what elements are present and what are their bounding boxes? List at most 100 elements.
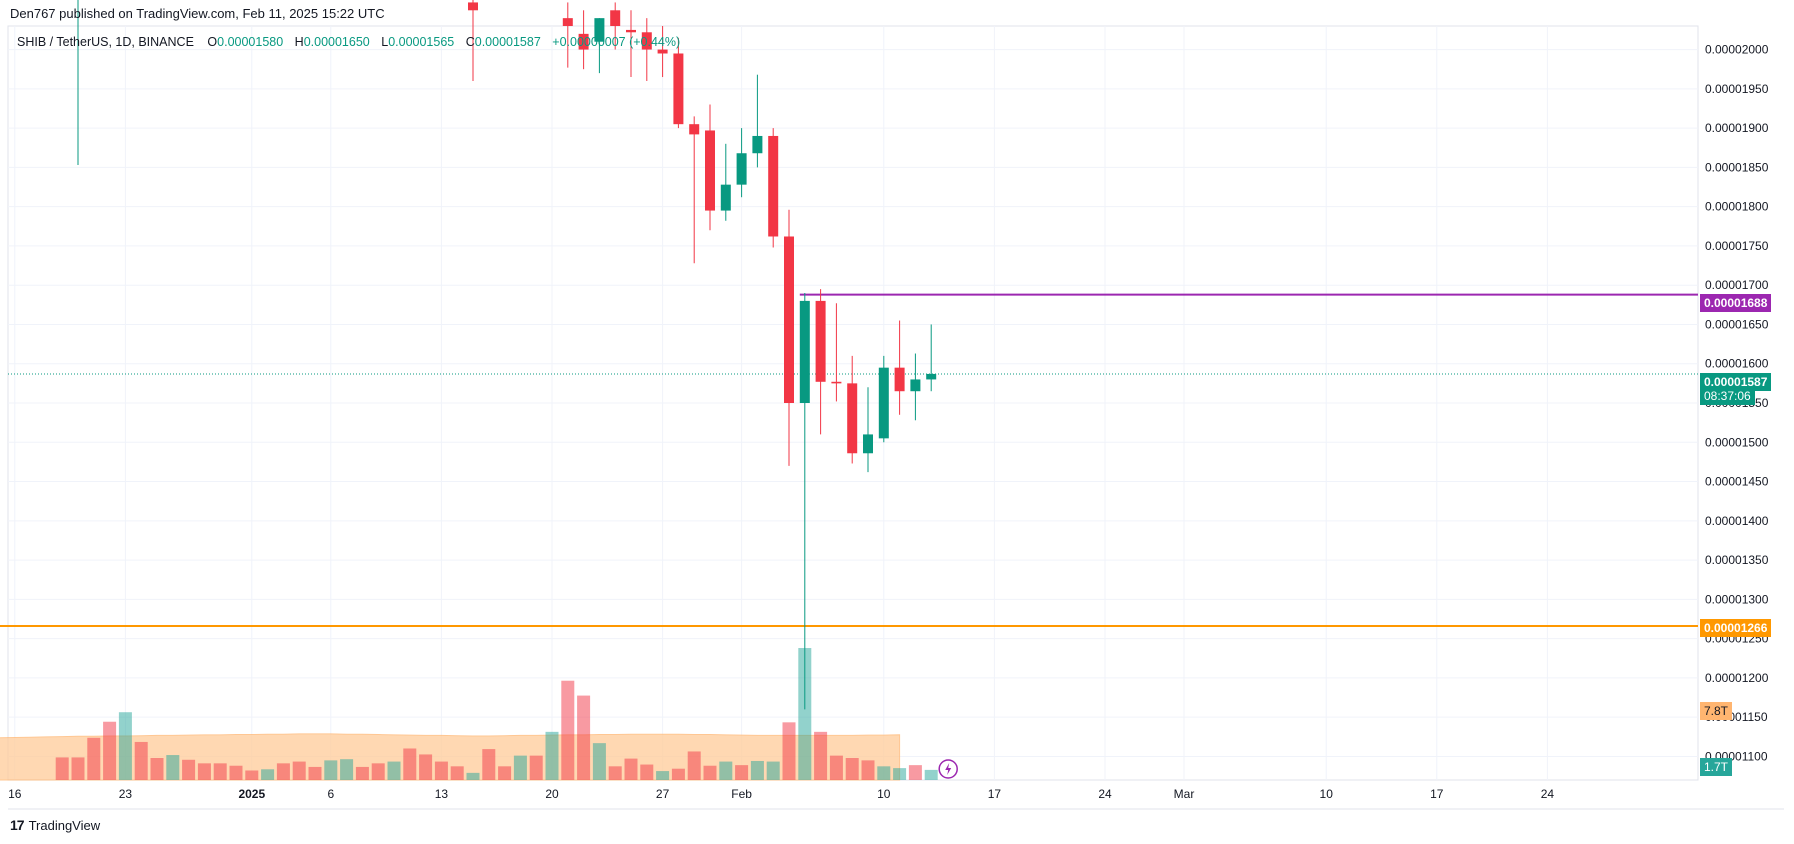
volume-bar-23	[419, 754, 433, 780]
candle-body-8	[657, 49, 668, 54]
time-tick-8: 10	[877, 787, 891, 801]
volume-bar-36	[624, 758, 638, 780]
volume-bar-3	[103, 721, 117, 780]
legend-open: 0.00001580	[217, 35, 284, 49]
price-tick-8: 0.00001600	[1705, 357, 1769, 371]
volume-bar-52	[877, 766, 891, 780]
price-tick-6: 0.00001700	[1705, 278, 1769, 292]
candle-body-10	[689, 124, 700, 135]
volume-bar-21	[387, 761, 401, 780]
tradingview-brand: TradingView	[28, 817, 101, 833]
volume-bar-41	[703, 765, 717, 780]
candle-body-25	[926, 373, 937, 380]
price-tick-12: 0.00001400	[1705, 514, 1769, 528]
volume-bar-37	[640, 764, 654, 780]
volume-bar-20	[371, 763, 385, 780]
volume-bar-15	[292, 761, 306, 780]
candle-body-9	[673, 53, 684, 125]
current-price-tag: 0.00001587	[1700, 373, 1772, 391]
volume-bar-45	[766, 761, 780, 780]
legend-change: +0.00000007 (+0.44%)	[552, 35, 681, 49]
volume-bar-27	[482, 749, 496, 780]
volume-bar-17	[324, 760, 338, 780]
volume-bar-54	[908, 765, 922, 780]
price-tick-7: 0.00001650	[1705, 317, 1769, 331]
candle-body-19	[831, 381, 842, 384]
volume-bar-14	[276, 763, 290, 780]
candle-body-14	[752, 135, 763, 154]
symbol-legend: SHIB / TetherUS, 1D, BINANCE O0.00001580…	[17, 35, 688, 49]
volume-ma-tag: 7.8T	[1700, 702, 1733, 720]
volume-bar-5	[134, 741, 148, 780]
volume-bar-55	[924, 769, 938, 780]
volume-bar-46	[782, 722, 796, 780]
volume-bar-10	[213, 763, 227, 780]
volume-bar-2	[87, 737, 101, 780]
candle-body-4	[594, 18, 605, 42]
time-tick-12: 10	[1320, 787, 1334, 801]
candle-body-13	[736, 153, 747, 185]
volume-bar-25	[450, 766, 464, 780]
purple-line-price-tag: 0.00001688	[1700, 294, 1772, 312]
volume-bar-26	[466, 772, 480, 780]
time-tick-4: 13	[435, 787, 449, 801]
volume-bar-33	[577, 695, 591, 780]
volume-bar-47	[798, 648, 812, 780]
volume-bar-34	[592, 743, 606, 780]
candle-body-23	[894, 367, 905, 392]
volume-bar-43	[735, 765, 749, 780]
candle-body-7	[641, 32, 652, 50]
legend-symbol[interactable]: SHIB / TetherUS, 1D, BINANCE	[17, 35, 194, 49]
price-tick-0: 0.00002000	[1705, 43, 1769, 57]
volume-bar-50	[845, 758, 859, 780]
time-tick-10: 24	[1098, 787, 1112, 801]
price-tick-5: 0.00001750	[1705, 239, 1769, 253]
volume-bar-42	[719, 761, 733, 780]
time-tick-0: 16	[8, 787, 22, 801]
orange-line-price-tag: 0.00001266	[1700, 619, 1772, 637]
tradingview-logo[interactable]: 17 TradingView	[10, 817, 100, 833]
candle-body-6	[626, 29, 636, 33]
volume-bar-16	[308, 766, 322, 780]
candle-body-20	[847, 383, 858, 454]
volume-bar-51	[861, 760, 875, 780]
countdown-tag: 08:37:06	[1700, 387, 1755, 405]
tradingview-logo-icon: 17	[10, 817, 25, 833]
volume-bar-28	[498, 766, 512, 780]
volume-bar-9	[197, 763, 211, 780]
volume-bar-4	[118, 712, 132, 780]
candle-body-16	[784, 236, 794, 403]
candle-body-24	[910, 379, 921, 392]
volume-bar-29	[513, 755, 527, 780]
time-tick-11: Mar	[1174, 787, 1195, 801]
candle-body-3	[578, 33, 589, 50]
price-tick-3: 0.00001850	[1705, 160, 1769, 174]
volume-bar-24	[434, 761, 448, 780]
price-tick-16: 0.00001200	[1705, 671, 1769, 685]
legend-high: 0.00001650	[303, 35, 370, 49]
volume-bar-8	[182, 759, 196, 780]
candle-body-21	[863, 434, 873, 454]
candle-body-17	[799, 300, 810, 403]
volume-bar-32	[561, 680, 575, 780]
price-tick-11: 0.00001450	[1705, 475, 1769, 489]
volume-bar-30	[529, 755, 543, 780]
volume-bar-49	[829, 755, 843, 780]
legend-close: 0.00001587	[474, 35, 541, 49]
legend-low-label: L	[381, 35, 389, 49]
price-tick-2: 0.00001900	[1705, 121, 1769, 135]
time-tick-3: 6	[327, 787, 334, 801]
price-tick-10: 0.00001500	[1705, 435, 1769, 449]
volume-bar-39	[671, 768, 685, 780]
price-tick-1: 0.00001950	[1705, 82, 1769, 96]
time-tick-2: 2025	[238, 787, 265, 801]
volume-bar-12	[245, 770, 259, 780]
volume-bar-13	[261, 769, 275, 780]
volume-bar-44	[750, 760, 764, 780]
candle-body-11	[705, 130, 715, 211]
volume-bar-1	[71, 757, 85, 780]
candle-body-1	[468, 2, 478, 11]
volume-bar-31	[545, 731, 559, 780]
time-tick-9: 17	[988, 787, 1002, 801]
